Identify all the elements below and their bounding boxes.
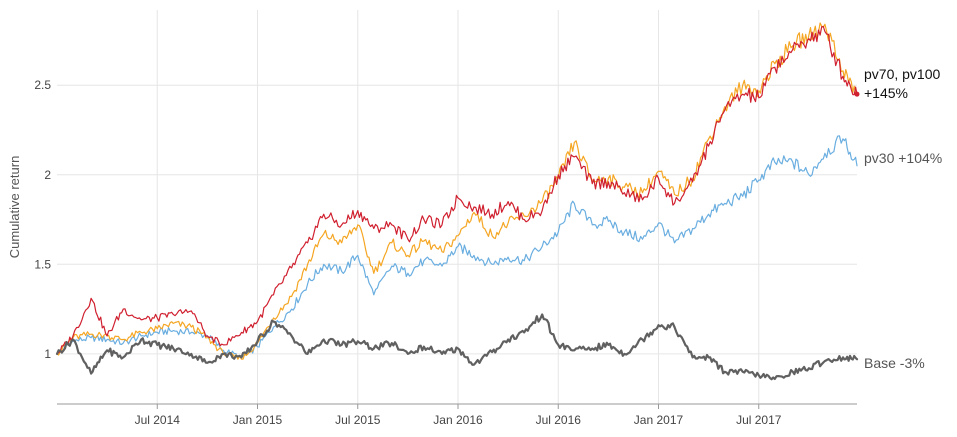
y-tick-label: 2.5 — [34, 78, 51, 92]
series-line-pv70 — [56, 22, 858, 360]
end-label-base: Base -3% — [864, 355, 925, 371]
series-line-pv100 — [56, 25, 858, 355]
x-tick-label: Jul 2017 — [736, 413, 782, 427]
y-axis-title: Cumulative return — [7, 156, 22, 259]
x-tick-label: Jan 2015 — [233, 413, 283, 427]
series-line-pv30 — [56, 135, 858, 360]
grid — [57, 10, 857, 404]
end-labels: pv70, pv100 +145% pv30 +104% Base -3% — [864, 66, 942, 371]
y-tick-label: 1 — [44, 347, 51, 361]
y-tick-label: 1.5 — [34, 257, 51, 271]
x-tick-label: Jul 2015 — [335, 413, 381, 427]
x-tick-label: Jul 2016 — [536, 413, 582, 427]
end-label-pv30: pv30 +104% — [864, 150, 942, 166]
series-line-base — [55, 313, 859, 381]
x-tick-label: Jan 2017 — [634, 413, 684, 427]
axes: 1 1.5 2 2.5 Jul 2014 Jan 2015 Jul 2015 Jan 2016… — [7, 78, 857, 427]
end-label-pv70: pv70, pv100 — [864, 66, 940, 82]
end-marker-pv100 — [854, 91, 860, 97]
x-tick-label: Jan 2016 — [433, 413, 483, 427]
end-label-pv70: +145% — [864, 85, 908, 101]
x-tick-label: Jul 2014 — [135, 413, 181, 427]
series-lines — [55, 22, 860, 381]
y-tick-label: 2 — [44, 168, 51, 182]
